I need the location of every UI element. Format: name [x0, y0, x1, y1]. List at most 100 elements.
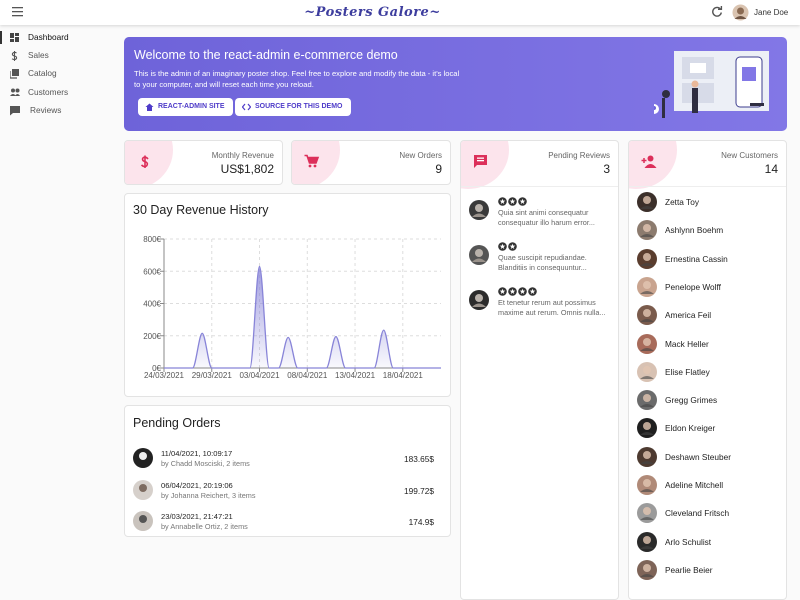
customer-avatar — [637, 559, 657, 580]
link-button[interactable]: REACT-ADMIN SITE — [138, 98, 233, 116]
x-tick-label: 03/04/2021 — [239, 371, 280, 380]
customer-avatar — [637, 220, 657, 241]
customer-name[interactable]: Mack Heller — [665, 338, 709, 349]
link-button[interactable]: SOURCE FOR THIS DEMO — [235, 98, 351, 116]
menu-item[interactable]: Dashboard — [28, 32, 69, 42]
menu-icon-shape — [15, 33, 19, 36]
customer-avatar-shape — [640, 290, 654, 294]
menu-icon — [10, 69, 19, 79]
menu-icon-shape — [11, 88, 15, 93]
menu-item[interactable]: Customers — [28, 86, 69, 97]
order-date[interactable]: 23/03/2021, 21:47:21 — [161, 512, 233, 521]
stat-card: New Orders 9 — [291, 140, 451, 185]
card-label: New Customers — [721, 151, 778, 160]
user-name[interactable]: Jane Doe — [754, 8, 789, 17]
customer-name[interactable]: Elise Flatley — [665, 366, 710, 377]
menu-icon-shape — [11, 51, 18, 62]
customer-avatar-shape — [643, 309, 651, 318]
card-icon — [641, 155, 657, 168]
review-text[interactable]: Quia sint animi consequatur consequatur … — [498, 208, 595, 227]
y-tick-label: 0€ — [152, 364, 161, 373]
y-tick-label: 800€ — [143, 235, 161, 244]
order-avatar-shape — [139, 452, 147, 460]
card-icon-shape — [641, 158, 647, 163]
menu-icon — [11, 51, 18, 62]
customer-avatar-shape — [640, 517, 654, 521]
customer-avatar — [637, 333, 657, 354]
menu-item[interactable]: Catalog — [28, 68, 57, 79]
customer-name[interactable]: Arlo Schulist — [665, 536, 712, 547]
user-avatar[interactable] — [732, 4, 749, 21]
order-total[interactable]: 183.65$ — [404, 454, 434, 464]
button-icon-shape — [145, 103, 154, 111]
customer-name[interactable]: Adeline Mitchell — [665, 480, 724, 490]
active-indicator — [0, 31, 2, 44]
reviewer-avatar-shape — [472, 258, 486, 262]
order-customer[interactable]: by Johanna Reichert, 3 items — [161, 490, 256, 500]
revenue-chart-card: 30 Day Revenue History 0€ 200€ 400€ 600€ 800… — [124, 193, 451, 397]
card-value: US$1,802 — [220, 162, 274, 176]
customer-name[interactable]: Zetta Toy — [665, 197, 699, 207]
menu-icon-shape — [15, 88, 20, 93]
customer-name[interactable]: Pearlie Beier — [665, 564, 713, 575]
reviewer-avatar — [469, 290, 489, 310]
order-avatar — [133, 448, 153, 468]
order-total[interactable]: 174.9$ — [408, 517, 434, 527]
customer-avatar-shape — [640, 375, 654, 379]
button-icon — [145, 103, 154, 111]
customer-name[interactable]: Gregg Grimes — [665, 395, 718, 406]
order-customer[interactable]: by Chadd Mosciski, 2 items — [161, 459, 250, 468]
chart: 0€ 200€ 400€ 600€ 800€ 24/03/2021 29/03/2021 03… — [143, 235, 441, 380]
customer-avatar-shape — [643, 422, 651, 431]
review-text[interactable]: Quae suscipit repudiandae. Blanditiis in… — [498, 253, 587, 272]
reviewer-avatar-shape — [472, 303, 486, 307]
customer-name[interactable]: Penelope Wolff — [665, 281, 721, 292]
pending-orders-card: Pending Orders 11/04/2021, 10:09:17 by Ch… — [124, 405, 451, 537]
review-text[interactable]: Et tenetur rerum aut possimus maxime aut… — [498, 298, 606, 317]
customer-avatar-shape — [640, 460, 654, 464]
customer-avatar-shape — [640, 573, 654, 577]
x-tick-label: 18/04/2021 — [383, 371, 424, 380]
star-shape — [519, 198, 526, 205]
menu-icon — [10, 88, 20, 96]
welcome-banner: Welcome to the react-admin e-commerce de… — [124, 37, 787, 131]
x-tick-label: 13/04/2021 — [335, 371, 376, 380]
y-tick-label: 400€ — [143, 300, 161, 309]
customer-name[interactable]: Ashlynn Boehm — [665, 225, 724, 236]
star-shape — [499, 288, 506, 295]
customer-name[interactable]: Eldon Kreiger — [665, 423, 716, 434]
menu-item[interactable]: Sales — [28, 50, 49, 61]
menu-icon-shape — [12, 69, 19, 77]
card-label: Monthly Revenue — [211, 151, 274, 160]
customer-avatar-shape — [643, 280, 651, 289]
order-customer[interactable]: by Annabelle Ortiz, 2 items — [161, 522, 248, 531]
card-label: Pending Reviews — [548, 151, 610, 160]
menu-icon-shape — [10, 71, 17, 79]
customer-avatar — [637, 531, 657, 552]
menu-icon-shape — [15, 37, 19, 42]
menu-icon — [10, 33, 19, 42]
customer-name[interactable]: Deshawn Steuber — [665, 451, 731, 462]
customer-name[interactable]: America Feil — [665, 310, 712, 321]
customer-avatar-shape — [640, 262, 654, 266]
menu-button[interactable] — [12, 7, 24, 17]
order-total[interactable]: 199.72$ — [404, 485, 434, 496]
order-date[interactable]: 11/04/2021, 10:09:17 — [161, 449, 233, 458]
customer-name[interactable]: Ernestina Cassin — [665, 253, 728, 264]
revenue-line — [164, 265, 441, 369]
refresh-button[interactable] — [711, 6, 723, 18]
order-date[interactable]: 06/04/2021, 20:19:06 — [161, 480, 233, 490]
star-shape — [499, 243, 506, 250]
customer-avatar-shape — [643, 224, 651, 233]
card-icon-shape — [308, 158, 318, 163]
customer-name[interactable]: Cleveland Fritsch — [665, 508, 730, 519]
y-tick-label: 200€ — [143, 332, 161, 341]
customer-avatar-shape — [640, 404, 654, 408]
menu-icon-shape — [10, 93, 20, 96]
rating — [498, 287, 537, 296]
card-icon-shape — [313, 164, 317, 168]
menu-item[interactable]: Reviews — [30, 104, 62, 115]
customer-avatar-shape — [643, 365, 651, 374]
customer-avatar — [637, 192, 657, 212]
rating — [498, 197, 527, 206]
